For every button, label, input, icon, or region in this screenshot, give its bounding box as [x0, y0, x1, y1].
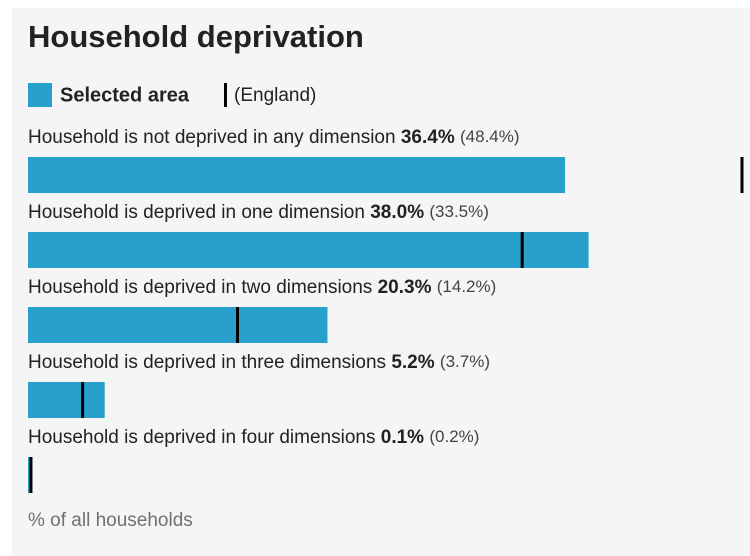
- value-label: 36.4%: [401, 127, 455, 148]
- legend-label: (England): [234, 85, 316, 106]
- bar-label: Household is deprived in three dimension…: [28, 352, 490, 373]
- comparison-label: (0.2%): [429, 427, 479, 446]
- value-label: 38.0%: [370, 202, 424, 223]
- panel: [12, 8, 750, 556]
- comparison-marker: [520, 232, 524, 268]
- comparison-marker: [81, 382, 85, 418]
- bar: [28, 157, 565, 193]
- category-label: Household is deprived in two dimensions: [28, 277, 372, 298]
- value-label: 20.3%: [378, 277, 432, 298]
- category-label: Household is not deprived in any dimensi…: [28, 127, 396, 148]
- comparison-label: (3.7%): [440, 352, 490, 371]
- bar-label: Household is deprived in one dimension 3…: [28, 202, 489, 223]
- legend-label: Selected area: [60, 84, 190, 106]
- category-label: Household is deprived in one dimension: [28, 202, 365, 223]
- comparison-marker: [740, 157, 744, 193]
- bar: [28, 382, 105, 418]
- legend-swatch: [28, 83, 52, 107]
- category-label: Household is deprived in three dimension…: [28, 352, 386, 373]
- legend-marker: [224, 83, 227, 107]
- category-label: Household is deprived in four dimensions: [28, 427, 375, 448]
- bar: [28, 457, 30, 493]
- comparison-marker: [235, 307, 239, 343]
- x-axis-label: % of all households: [28, 510, 193, 531]
- comparison-marker: [29, 457, 33, 493]
- comparison-label: (33.5%): [429, 202, 489, 221]
- value-label: 0.1%: [381, 427, 424, 448]
- chart-title: Household deprivation: [28, 19, 364, 54]
- comparison-label: (48.4%): [460, 127, 520, 146]
- bar-label: Household is deprived in two dimensions …: [28, 277, 496, 298]
- bar: [28, 232, 589, 268]
- bar-label: Household is not deprived in any dimensi…: [28, 127, 520, 148]
- bar-label: Household is deprived in four dimensions…: [28, 427, 479, 448]
- bar: [28, 307, 328, 343]
- comparison-label: (14.2%): [437, 277, 497, 296]
- value-label: 5.2%: [391, 352, 434, 373]
